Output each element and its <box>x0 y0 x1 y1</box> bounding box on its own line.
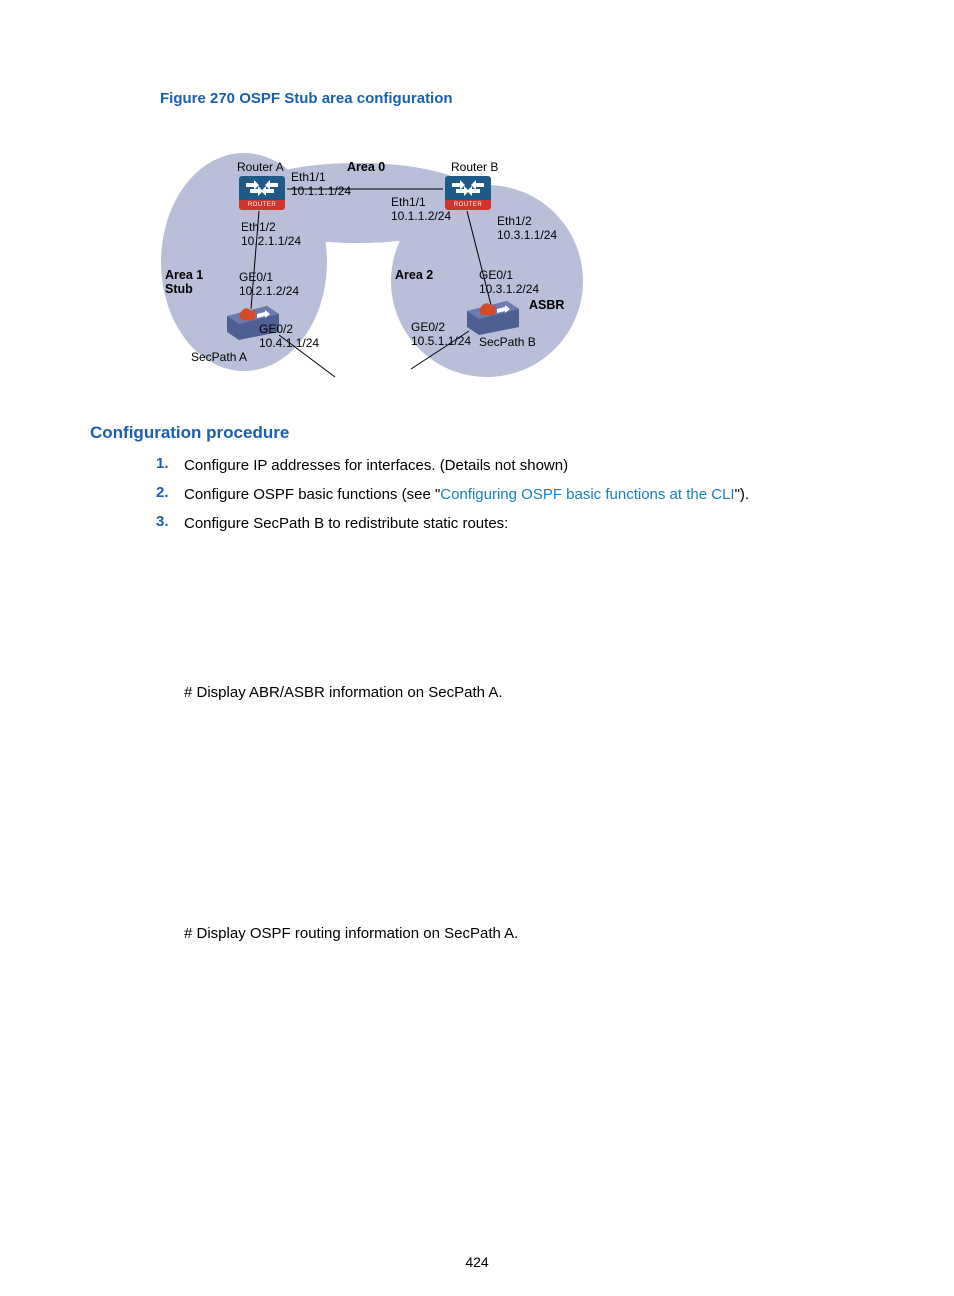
routerA-icon: ROUTER <box>239 176 285 210</box>
step-num: 3. <box>156 513 184 530</box>
step-2: 2. Configure OSPF basic functions (see "… <box>156 484 864 505</box>
figure-title: Figure 270 OSPF Stub area configuration <box>160 90 864 107</box>
page-number: 424 <box>0 1254 954 1270</box>
if-3: Eth1/210.3.1.1/24 <box>497 215 557 243</box>
area0-label: Area 0 <box>347 161 385 175</box>
step-1: 1. Configure IP addresses for interfaces… <box>156 455 864 476</box>
if-4: GE0/110.2.1.2/24 <box>239 271 299 299</box>
routerB-label: Router B <box>451 161 498 175</box>
step-num: 1. <box>156 455 184 472</box>
para-abr: # Display ABR/ASBR information on SecPat… <box>184 682 864 703</box>
asbr-label: ASBR <box>529 299 564 313</box>
if-6: GE0/210.4.1.1/24 <box>259 323 319 351</box>
step-num: 2. <box>156 484 184 501</box>
step-text: Configure OSPF basic functions (see "Con… <box>184 484 749 505</box>
if-7: GE0/210.5.1.1/24 <box>411 321 471 349</box>
if-0: Eth1/110.1.1.1/24 <box>291 171 351 199</box>
if-5: GE0/110.3.1.2/24 <box>479 269 539 297</box>
cross-ref-link[interactable]: Configuring OSPF basic functions at the … <box>440 486 734 503</box>
step-3: 3. Configure SecPath B to redistribute s… <box>156 513 864 534</box>
secpathA-label: SecPath A <box>191 351 247 365</box>
steps-list: 1. Configure IP addresses for interfaces… <box>156 455 864 534</box>
area2-label: Area 2 <box>395 269 433 283</box>
secpathB-label: SecPath B <box>479 336 536 350</box>
routerA-label: Router A <box>237 161 284 175</box>
step-text: Configure SecPath B to redistribute stat… <box>184 513 508 534</box>
network-diagram: Area 0 Area 1 Stub Area 2 Router A Route… <box>155 121 615 381</box>
routerB-icon: ROUTER <box>445 176 491 210</box>
section-title: Configuration procedure <box>90 423 864 443</box>
if-1: Eth1/110.1.1.2/24 <box>391 196 451 224</box>
para-ospf: # Display OSPF routing information on Se… <box>184 923 864 944</box>
secpathB-icon <box>467 301 519 331</box>
step-text: Configure IP addresses for interfaces. (… <box>184 455 568 476</box>
if-2: Eth1/210.2.1.1/24 <box>241 221 301 249</box>
area1-label: Area 1 Stub <box>165 269 203 297</box>
